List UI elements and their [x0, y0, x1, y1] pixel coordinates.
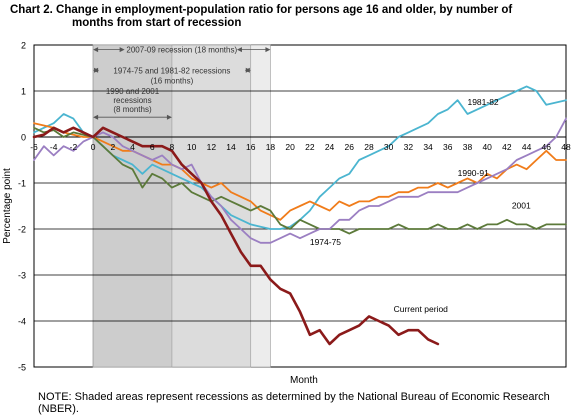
series-line-2001 [33, 126, 567, 235]
x-tick-label: 6 [150, 142, 155, 152]
x-tick-label: 46 [542, 142, 552, 152]
x-tick-label: -2 [70, 142, 78, 152]
x-tick-label: 30 [384, 142, 394, 152]
series-label-1990-91: 1990-91 [458, 168, 489, 178]
recession-shade-2 [92, 44, 173, 368]
x-tick-label: 0 [91, 142, 96, 152]
series-label-2001: 2001 [512, 200, 531, 210]
x-tick-label: 44 [522, 142, 532, 152]
y-tick-label: -3 [18, 271, 26, 281]
series-line-current-period [32, 126, 440, 346]
y-tick-label: 2 [21, 41, 26, 51]
series-line-1974-75 [33, 117, 567, 244]
series-labels: 1981-82 1990-91 2001 1974-75 Current period [310, 97, 531, 314]
chart-title: Chart 2. Change in employment-population… [10, 4, 566, 30]
x-tick-label: 26 [345, 142, 355, 152]
annotation-1974-81-right-arrow-right [245, 67, 251, 73]
recession-annotations: 2007-09 recession (18 months) 1974-75 and… [93, 46, 271, 120]
x-tick-label: 10 [187, 142, 197, 152]
y-axis-label: Percentage point [2, 168, 13, 244]
x-tick-label: 34 [423, 142, 433, 152]
x-tick-label: 40 [482, 142, 492, 152]
y-tick-label: -1 [18, 179, 26, 189]
chart-title-line-1: Chart 2. Change in employment-population… [10, 4, 513, 16]
x-axis-label: Month [290, 375, 318, 386]
x-tick-label: 28 [364, 142, 374, 152]
annotation-1990-2001: 1990 and 2001 [106, 87, 160, 96]
annotation-2007-09: 2007-09 recession (18 months) [126, 46, 237, 55]
x-tick-label: 4 [130, 142, 135, 152]
annotation-2007-09-left-arrow-right [119, 47, 125, 53]
chart-title-line-2: months from start of recession [72, 17, 242, 29]
footnote: NOTE: Shaded areas represent recessions … [38, 391, 550, 415]
y-tick-label: 0 [21, 133, 26, 143]
series-label-1981-82: 1981-82 [467, 97, 498, 107]
annotation-2007-09-right-arrow-right [265, 47, 271, 53]
x-tick-label: 42 [502, 142, 512, 152]
x-tick-label: 16 [246, 142, 256, 152]
x-tick-label: -6 [30, 142, 38, 152]
y-tick-label: -5 [18, 363, 26, 373]
annotation-2007-09-right-arrow-left [236, 47, 242, 53]
x-tick-label: 36 [443, 142, 453, 152]
annotation-2007-09-left-arrow-left [93, 47, 99, 53]
x-tick-label: 32 [404, 142, 414, 152]
y-tick-label: -4 [18, 317, 26, 327]
x-tick-label: -4 [50, 142, 58, 152]
x-tick-label: 24 [325, 142, 335, 152]
annotation-1974-81: 1974-75 and 1981-82 recessions [113, 66, 230, 75]
annotation-1990-2001-type: recessions [113, 96, 151, 105]
y-tick-label: -2 [18, 225, 26, 235]
annotation-1990-2001-arrow-right [166, 114, 172, 120]
x-tick-label: 2 [110, 142, 115, 152]
x-tick-label: 14 [226, 142, 236, 152]
x-tick-label: 18 [266, 142, 276, 152]
x-tick-label: 20 [285, 142, 295, 152]
x-tick-label: 48 [561, 142, 571, 152]
annotation-1990-2001-arrow-left [93, 114, 99, 120]
y-tick-label: 1 [21, 87, 26, 97]
x-tick-label: 8 [170, 142, 175, 152]
annotation-1974-81-left-arrow-right [94, 67, 100, 73]
x-tick-label: 38 [463, 142, 473, 152]
series-lines [32, 85, 567, 346]
annotation-1990-2001-duration: (8 months) [113, 105, 152, 114]
x-tick-label: 22 [305, 142, 315, 152]
annotation-1974-81-duration: (16 months) [151, 76, 194, 85]
series-label-1974-75: 1974-75 [310, 237, 341, 247]
x-tick-label: 12 [207, 142, 217, 152]
series-label-current-period: Current period [394, 304, 449, 314]
